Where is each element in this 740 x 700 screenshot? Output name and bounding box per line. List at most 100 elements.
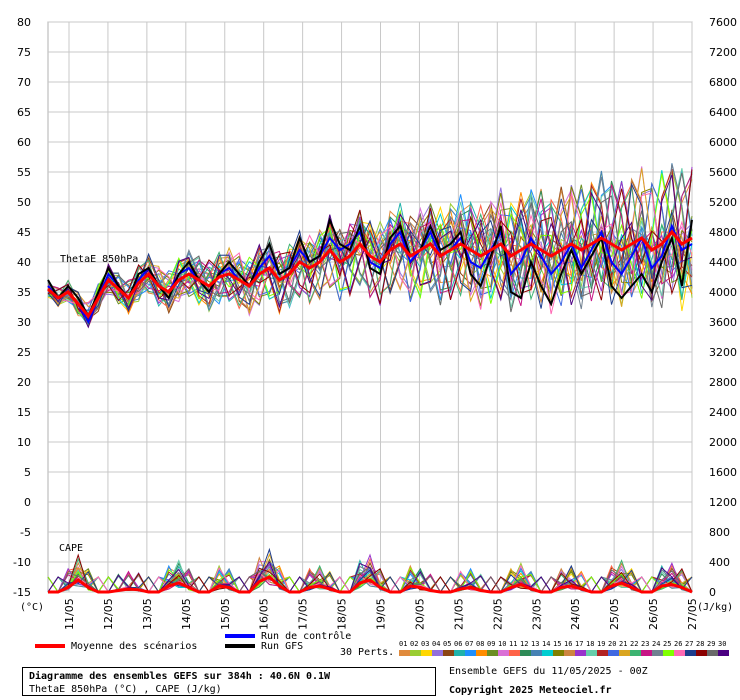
x-tick-label: 24/05 xyxy=(569,598,582,630)
pert-swatch xyxy=(498,650,509,656)
x-tick-label: 25/05 xyxy=(608,598,621,630)
cape-panel-label: CAPE xyxy=(59,543,83,554)
x-tick-label: 19/05 xyxy=(375,598,388,630)
pert-swatch xyxy=(674,650,685,656)
pert-number: 27 xyxy=(685,640,694,648)
info-subtitle: ThetaE 850hPa (°C) , CAPE (J/kg) xyxy=(29,684,222,695)
pert-swatch xyxy=(564,650,575,656)
right-tick-label: 4400 xyxy=(709,256,737,269)
pert-swatch xyxy=(443,650,454,656)
copyright: Copyright 2025 Meteociel.fr xyxy=(449,685,612,696)
left-tick-label: 25 xyxy=(17,346,31,359)
pert-number: 19 xyxy=(597,640,606,648)
pert-number: 07 xyxy=(465,640,474,648)
left-tick-label: 15 xyxy=(17,406,31,419)
right-tick-label: 400 xyxy=(709,556,730,569)
pert-swatch xyxy=(652,650,663,656)
right-tick-label: 0 xyxy=(709,586,716,599)
right-axis-ticks: 7600720068006400600056005200480044004000… xyxy=(709,16,737,599)
pert-number: 06 xyxy=(454,640,463,648)
right-tick-label: 2400 xyxy=(709,406,737,419)
pert-swatch xyxy=(421,650,432,656)
pert-number: 26 xyxy=(674,640,683,648)
pert-swatch xyxy=(663,650,674,656)
right-tick-label: 3600 xyxy=(709,316,737,329)
x-tick-label: 13/05 xyxy=(141,598,154,630)
pert-swatch xyxy=(399,650,410,656)
x-axis-ticks: 11/05 12/05 13/05 14/05 15/05 16/05 17/05 18/05… xyxy=(63,598,699,630)
pert-number: 14 xyxy=(542,640,551,648)
mean-line xyxy=(47,229,693,319)
pert-number: 13 xyxy=(531,640,540,648)
pert-number: 22 xyxy=(630,640,639,648)
pert-swatch xyxy=(718,650,729,656)
left-tick-label: 20 xyxy=(17,376,31,389)
run-info: Ensemble GEFS du 11/05/2025 - 00Z xyxy=(449,666,648,677)
pert-swatch xyxy=(487,650,498,656)
right-tick-label: 7200 xyxy=(709,46,737,59)
right-tick-label: 6000 xyxy=(709,136,737,149)
legend-control: Run de contrôle xyxy=(225,631,351,642)
right-tick-label: 3200 xyxy=(709,346,737,359)
legend-mean-label: Moyenne des scénarios xyxy=(71,641,198,652)
left-tick-label: 75 xyxy=(17,46,31,59)
info-box: Diagramme des ensembles GEFS sur 384h : … xyxy=(22,667,436,696)
pert-swatch xyxy=(520,650,531,656)
right-tick-label: 2000 xyxy=(709,436,737,449)
left-tick-label: 40 xyxy=(17,256,31,269)
legend-gfs-label: Run GFS xyxy=(261,641,304,652)
left-tick-label: 35 xyxy=(17,286,31,299)
right-tick-label: 1200 xyxy=(709,496,737,509)
pert-swatch xyxy=(641,650,652,656)
x-tick-label: 15/05 xyxy=(219,598,232,630)
pert-swatch xyxy=(476,650,487,656)
pert-swatch xyxy=(465,650,476,656)
left-tick-label: 70 xyxy=(17,76,31,89)
right-tick-label: 7600 xyxy=(709,16,737,29)
pert-swatch xyxy=(707,650,718,656)
pert-swatches xyxy=(399,650,729,656)
left-axis-unit: (°C) xyxy=(20,602,44,613)
left-tick-label: 10 xyxy=(17,436,31,449)
left-tick-label: 30 xyxy=(17,316,31,329)
left-tick-label: 60 xyxy=(17,136,31,149)
x-tick-label: 20/05 xyxy=(413,598,426,630)
x-tick-label: 18/05 xyxy=(336,598,349,630)
pert-number: 02 xyxy=(410,640,419,648)
pert-number: 20 xyxy=(608,640,617,648)
pert-number: 10 xyxy=(498,640,507,648)
x-tick-label: 22/05 xyxy=(491,598,504,630)
info-title: Diagramme des ensembles GEFS sur 384h : … xyxy=(29,671,331,682)
left-tick-label: 65 xyxy=(17,106,31,119)
pert-number: 12 xyxy=(520,640,529,648)
pert-number: 21 xyxy=(619,640,628,648)
right-axis-unit: (J/kg) xyxy=(697,602,733,613)
x-tick-label: 26/05 xyxy=(647,598,660,630)
pert-swatch xyxy=(619,650,630,656)
grid xyxy=(47,21,693,593)
left-tick-label: -5 xyxy=(20,526,31,539)
pert-swatch xyxy=(410,650,421,656)
pert-line-cape xyxy=(48,564,693,593)
x-tick-label: 12/05 xyxy=(102,598,115,630)
pert-number: 09 xyxy=(487,640,496,648)
thetae-panel-label: ThetaE 850hPa xyxy=(60,254,138,265)
pert-swatch xyxy=(454,650,465,656)
right-tick-label: 4000 xyxy=(709,286,737,299)
pert-swatch xyxy=(542,650,553,656)
pert-number: 18 xyxy=(586,640,595,648)
right-tick-label: 1600 xyxy=(709,466,737,479)
pert-number: 17 xyxy=(575,640,584,648)
pert-number: 08 xyxy=(476,640,485,648)
pert-number: 15 xyxy=(553,640,562,648)
right-tick-label: 5200 xyxy=(709,196,737,209)
legend-gfs: Run GFS xyxy=(225,641,303,652)
left-tick-label: 50 xyxy=(17,196,31,209)
right-tick-label: 800 xyxy=(709,526,730,539)
left-tick-label: -15 xyxy=(13,586,31,599)
plot-frame xyxy=(47,21,693,593)
gfs-swatch xyxy=(225,644,255,648)
control-swatch xyxy=(225,634,255,638)
pert-swatch xyxy=(509,650,520,656)
pert-number: 25 xyxy=(663,640,672,648)
